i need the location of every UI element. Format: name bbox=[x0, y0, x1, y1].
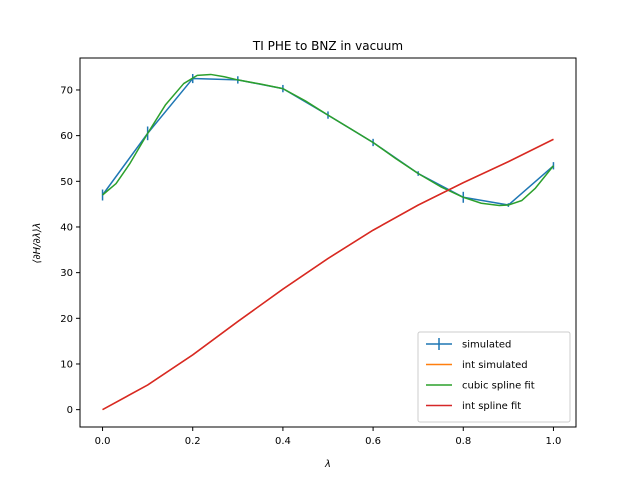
x-tick-label: 0.0 bbox=[95, 436, 111, 447]
y-tick-label: 50 bbox=[60, 177, 73, 188]
x-tick-label: 1.0 bbox=[546, 436, 562, 447]
x-tick-label: 0.8 bbox=[455, 436, 471, 447]
series-line-cubic-spline-fit bbox=[102, 73, 555, 207]
legend-label: int spline fit bbox=[462, 401, 521, 412]
y-tick-label: 20 bbox=[60, 314, 73, 325]
series-line-simulated bbox=[101, 77, 554, 206]
y-tick-label: 30 bbox=[60, 268, 73, 279]
x-tick-label: 0.4 bbox=[275, 436, 291, 447]
y-tick-label: 0 bbox=[67, 405, 73, 416]
legend-label: int simulated bbox=[462, 360, 528, 371]
legend-box bbox=[417, 331, 571, 423]
x-tick-label: 0.2 bbox=[185, 436, 201, 447]
plot-area bbox=[101, 73, 555, 411]
y-tick-label: 40 bbox=[60, 222, 73, 233]
y-tick-label: 60 bbox=[60, 131, 73, 142]
axes-frame bbox=[79, 57, 577, 428]
legend: simulated int simulated cubic spline fit in… bbox=[417, 331, 571, 423]
x-tick-label: 0.6 bbox=[365, 436, 381, 447]
y-axis-label: ⟨∂H/∂λ⟩λ bbox=[32, 223, 43, 264]
x-axis-label: λ bbox=[324, 459, 331, 470]
axis-ticks: 0.0 0.2 0.4 0.6 0.8 1.0 0 10 20 30 40 50 60 70 bbox=[60, 85, 561, 447]
chart-title: TI PHE to BNZ in vacuum bbox=[252, 39, 403, 53]
y-tick-label: 70 bbox=[60, 85, 73, 96]
y-tick-label: 10 bbox=[60, 359, 73, 370]
legend-label: simulated bbox=[462, 340, 511, 351]
legend-label: cubic spline fit bbox=[462, 381, 535, 392]
series-line-int-spline-fit bbox=[102, 138, 554, 411]
